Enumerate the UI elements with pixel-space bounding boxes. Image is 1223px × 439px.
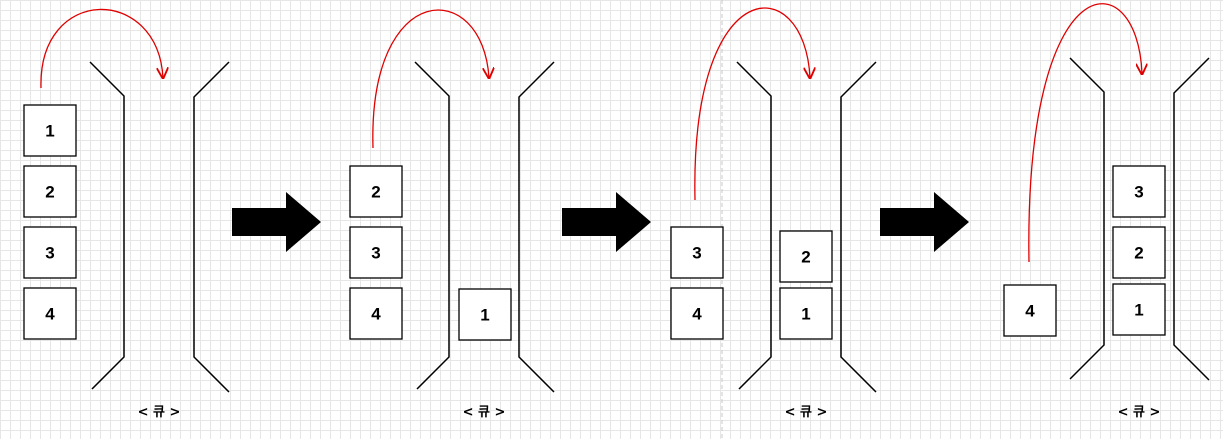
queue-element-box: 2 (23, 165, 77, 218)
queue-element-box: 4 (23, 287, 77, 340)
step-4: 4 3 2 1 < 큐 > (1003, 3, 1210, 420)
queue-element-box: 1 (458, 288, 512, 341)
element-label: 3 (692, 244, 701, 263)
queue-element-box: 2 (779, 230, 833, 283)
queue-caption: < 큐 > (138, 405, 181, 420)
next-step-arrow (562, 192, 651, 252)
queue-element-box: 4 (670, 287, 724, 340)
queue-walls (89, 61, 230, 393)
enqueue-curve-arrow (40, 8, 163, 89)
element-label: 3 (371, 244, 380, 263)
element-label: 4 (692, 305, 702, 324)
queue-element-box: 4 (1003, 284, 1057, 337)
element-label: 2 (371, 183, 380, 202)
element-label: 1 (45, 122, 54, 141)
queue-element-box: 2 (1112, 226, 1166, 279)
next-step-arrow (232, 192, 321, 252)
step-3: 3 4 2 1 < 큐 > (670, 7, 877, 420)
queue-caption: < 큐 > (1118, 405, 1161, 420)
queue-element-box: 1 (23, 104, 77, 157)
step-1: 1 2 3 4 < 큐 > (23, 8, 230, 420)
queue-element-box: 4 (349, 287, 403, 340)
enqueue-curve-arrow (372, 9, 489, 149)
queue-element-box: 1 (779, 287, 833, 340)
queue-caption: < 큐 > (785, 405, 828, 420)
element-label: 4 (371, 305, 381, 324)
enqueue-curve-arrow (1028, 3, 1142, 263)
queue-element-box: 3 (1112, 165, 1166, 218)
element-label: 1 (801, 305, 810, 324)
next-step-arrow (880, 192, 969, 252)
queue-walls (414, 61, 555, 393)
element-label: 2 (45, 183, 54, 202)
queue-walls (736, 61, 877, 393)
queue-element-box: 3 (349, 226, 403, 279)
element-label: 3 (45, 244, 54, 263)
queue-walls (1069, 57, 1210, 381)
queue-element-box: 3 (23, 226, 77, 279)
queue-element-box: 1 (1112, 283, 1166, 336)
element-label: 1 (1134, 301, 1143, 320)
element-label: 3 (1134, 183, 1143, 202)
element-label: 2 (1134, 244, 1143, 263)
queue-element-box: 3 (670, 226, 724, 279)
step-2: 2 3 4 1 < 큐 > (349, 9, 555, 420)
element-label: 4 (45, 305, 55, 324)
queue-caption: < 큐 > (463, 405, 506, 420)
element-label: 4 (1025, 302, 1035, 321)
queue-element-box: 2 (349, 165, 403, 218)
element-label: 2 (801, 248, 810, 267)
enqueue-curve-arrow (694, 7, 810, 201)
element-label: 1 (480, 306, 489, 325)
